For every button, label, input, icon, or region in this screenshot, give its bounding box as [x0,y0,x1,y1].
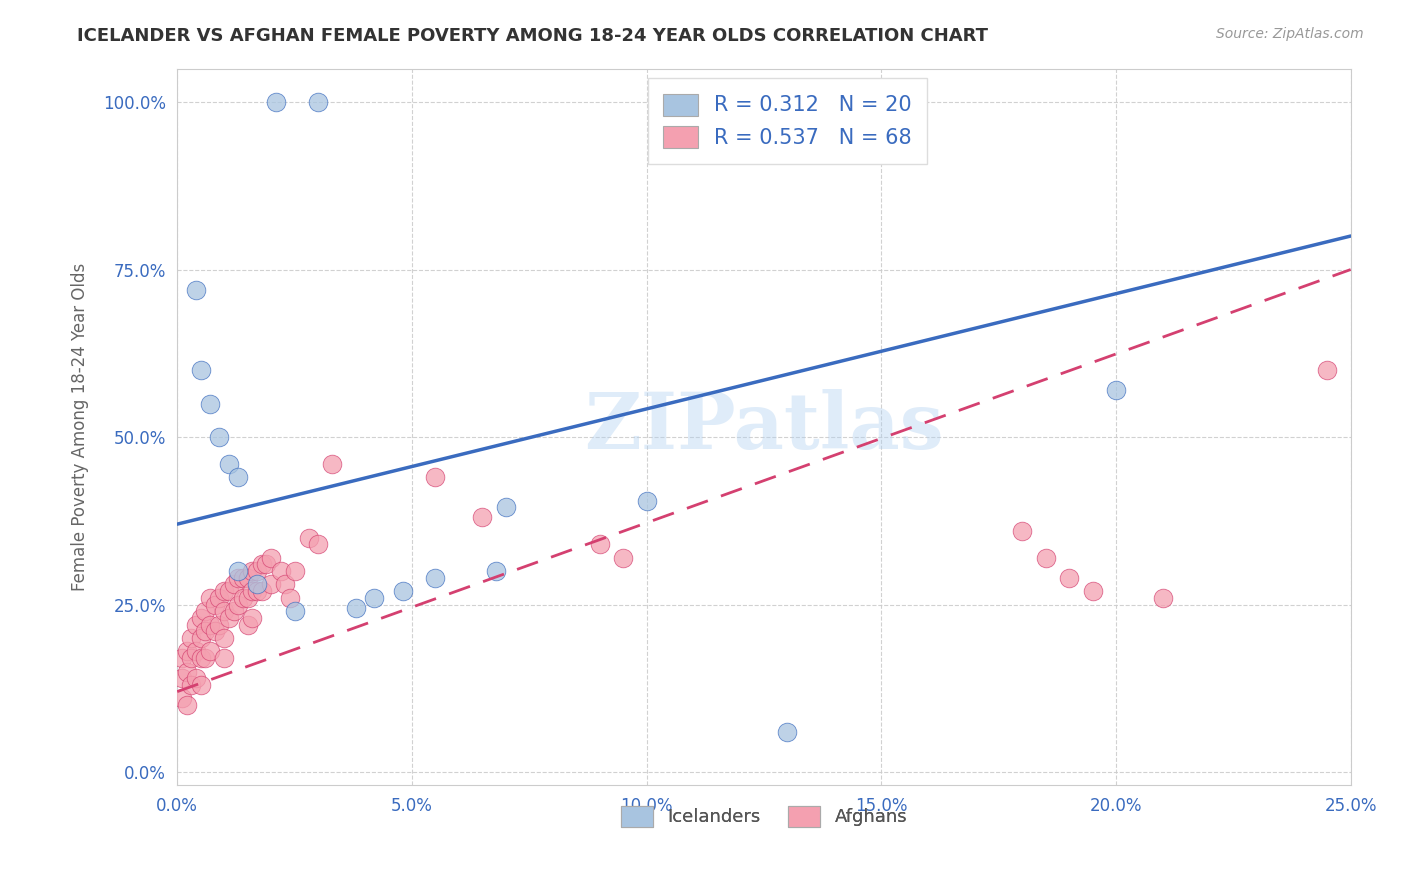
Point [1105,383,1128,397]
Point [246,564,269,578]
Point [236,617,259,632]
Point [1057,571,1080,585]
Point [176,698,198,712]
Point [170,651,193,665]
Text: ICELANDER VS AFGHAN FEMALE POVERTY AMONG 18-24 YEAR OLDS CORRELATION CHART: ICELANDER VS AFGHAN FEMALE POVERTY AMONG… [77,27,988,45]
Point [274,577,297,591]
Point [612,550,634,565]
Point [184,644,207,658]
Point [236,571,259,585]
Point [284,564,307,578]
Point [226,598,249,612]
Point [218,584,240,599]
Point [254,558,277,572]
Point [180,678,202,692]
Legend: Icelanders, Afghans: Icelanders, Afghans [613,798,915,834]
Point [204,624,226,639]
Text: ZIPatlas: ZIPatlas [583,389,943,465]
Text: Source: ZipAtlas.com: Source: ZipAtlas.com [1216,27,1364,41]
Point [425,571,447,585]
Point [495,500,517,515]
Point [1152,591,1174,605]
Point [208,617,231,632]
Point [190,611,212,625]
Point [278,591,301,605]
Point [180,651,202,665]
Point [226,571,249,585]
Point [212,604,235,618]
Point [194,624,217,639]
Point [776,724,799,739]
Point [222,604,245,618]
Point [170,691,193,706]
Point [260,550,283,565]
Point [391,584,413,599]
Point [208,591,231,605]
Point [363,591,385,605]
Point [260,577,283,591]
Point [1316,363,1339,377]
Point [240,611,263,625]
Point [190,651,212,665]
Point [307,537,329,551]
Point [246,577,269,591]
Point [264,95,287,109]
Point [176,644,198,658]
Point [190,631,212,645]
Point [236,591,259,605]
Point [198,396,221,410]
Point [1035,550,1057,565]
Point [226,470,249,484]
Point [222,577,245,591]
Point [589,537,612,551]
Point [194,604,217,618]
Point [184,617,207,632]
Point [204,598,226,612]
Point [198,617,221,632]
Point [194,651,217,665]
Point [218,457,240,471]
Point [321,457,343,471]
Point [212,631,235,645]
Point [176,665,198,679]
Point [184,671,207,685]
Point [344,600,367,615]
Point [212,584,235,599]
Point [240,584,263,599]
Point [170,671,193,685]
Point [270,564,292,578]
Point [180,631,202,645]
Point [198,591,221,605]
Point [307,95,329,109]
Point [485,564,508,578]
Point [1011,524,1033,538]
Point [226,564,249,578]
Point [218,611,240,625]
Point [198,644,221,658]
Point [471,510,494,524]
Point [208,430,231,444]
Point [425,470,447,484]
Y-axis label: Female Poverty Among 18-24 Year Olds: Female Poverty Among 18-24 Year Olds [72,263,89,591]
Point [190,363,212,377]
Point [240,564,263,578]
Point [250,584,273,599]
Point [636,493,658,508]
Point [212,651,235,665]
Point [1081,584,1104,599]
Point [250,558,273,572]
Point [298,531,321,545]
Point [190,678,212,692]
Point [246,584,269,599]
Point [184,283,207,297]
Point [284,604,307,618]
Point [232,591,254,605]
Point [232,571,254,585]
